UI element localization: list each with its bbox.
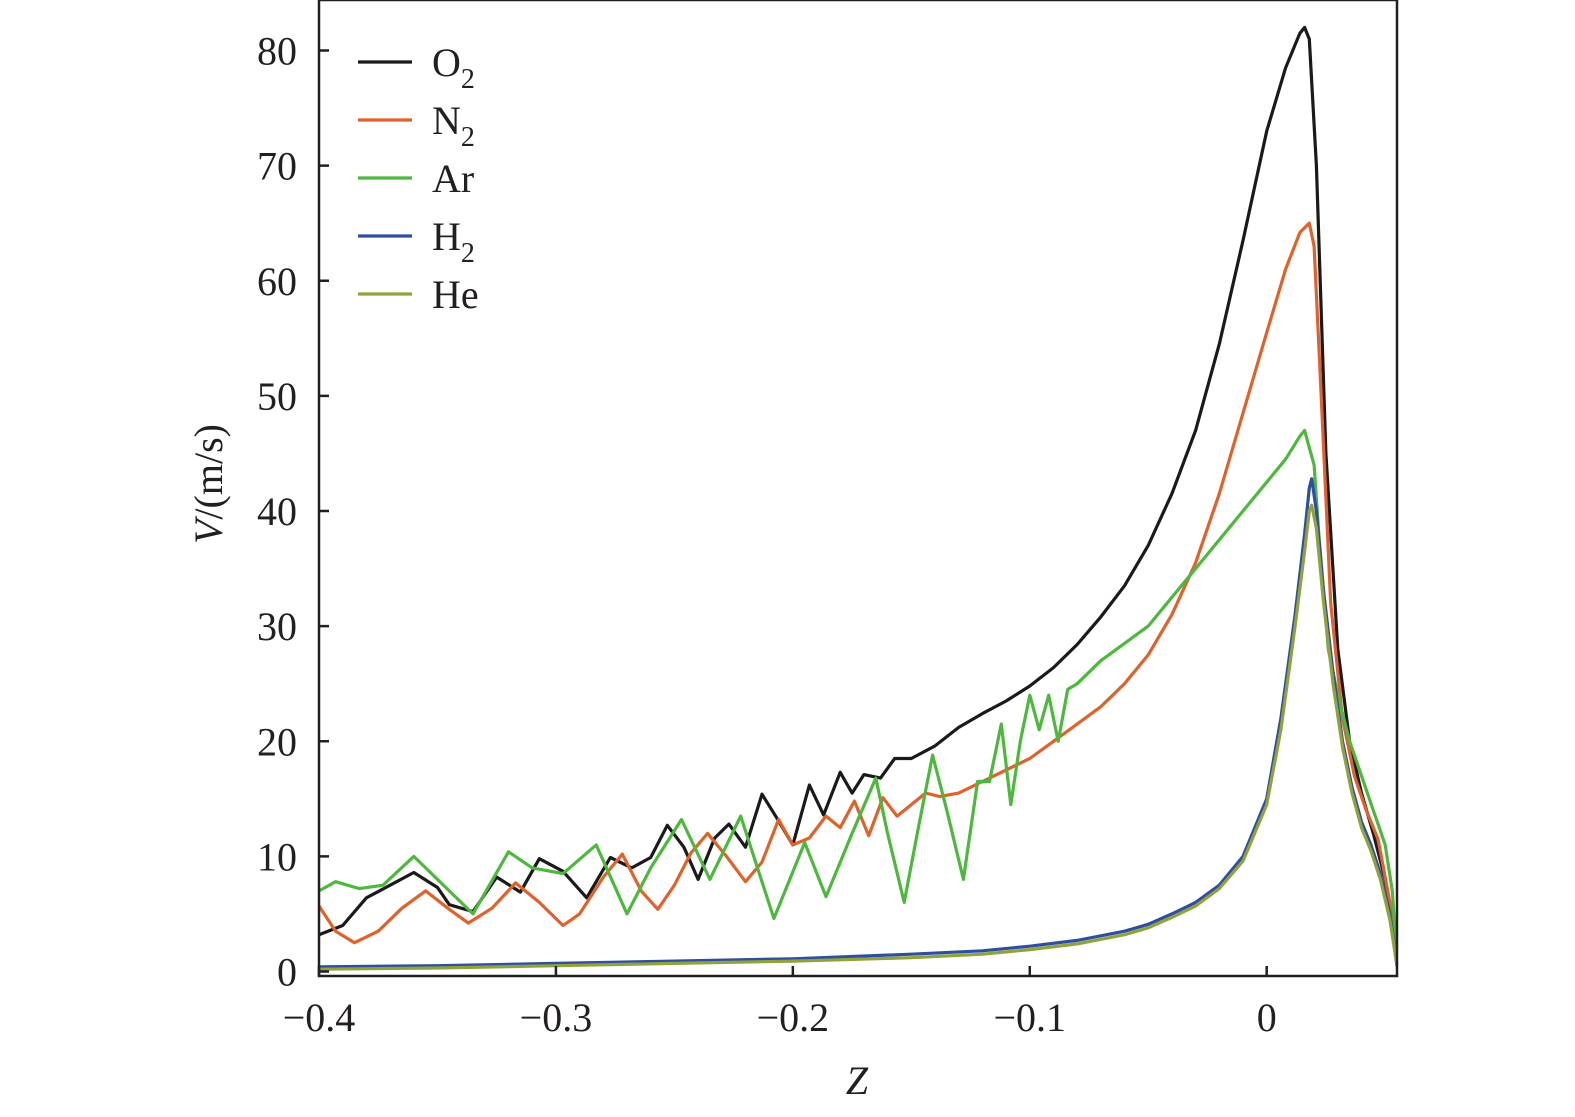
legend-entry: H2 (432, 214, 475, 269)
y-tick-label: 50 (257, 374, 297, 419)
y-tick-label: 30 (257, 604, 297, 649)
legend-entry: He (432, 272, 479, 317)
series-layer (319, 25, 1397, 971)
x-tick-label: 0 (1257, 995, 1277, 1040)
y-tick-label: 70 (257, 144, 297, 189)
legend-entry-subscript: 2 (461, 122, 475, 153)
legend-entry-symbol: O (432, 40, 461, 85)
legend-entry-symbol: Ar (432, 156, 474, 201)
x-tick-label: −0.3 (520, 995, 593, 1040)
legend-entry-subscript: 2 (461, 238, 475, 269)
y-tick-label: 0 (277, 950, 297, 995)
y-tick-label: 40 (257, 489, 297, 534)
legend-entry-symbol: He (432, 272, 479, 317)
legend-entry: N2 (432, 98, 475, 153)
y-tick-label: 60 (257, 259, 297, 304)
series-line-n2 (319, 221, 1397, 968)
legend-entry: O2 (432, 40, 475, 95)
series-line-o2 (319, 25, 1397, 968)
plot-frame (317, 0, 1399, 978)
x-axis-label: Z (846, 1058, 869, 1103)
series-line-he (319, 503, 1397, 971)
y-axis-label-unit: /(m/s) (186, 424, 231, 520)
x-axis: −0.4 −0.3 −0.2 −0.1 0 (283, 966, 1277, 1040)
legend-entry-symbol: N (432, 98, 461, 143)
y-axis-label-symbol: V (186, 515, 231, 544)
y-tick-label: 10 (257, 834, 297, 879)
legend-entry: Ar (432, 156, 474, 201)
legend-entry-symbol: H (432, 214, 461, 259)
y-axis-label: V/(m/s) (186, 424, 231, 544)
x-tick-label: −0.1 (993, 995, 1066, 1040)
legend-entry-subscript: 2 (461, 64, 475, 95)
series-line-h2 (319, 477, 1397, 969)
x-tick-label: −0.4 (283, 995, 356, 1040)
x-tick-label: −0.2 (757, 995, 830, 1040)
y-tick-label: 80 (257, 29, 297, 74)
series-line-ar (319, 428, 1397, 962)
y-tick-label: 20 (257, 719, 297, 764)
y-axis: 0 10 20 30 40 50 60 70 80 (257, 29, 329, 995)
